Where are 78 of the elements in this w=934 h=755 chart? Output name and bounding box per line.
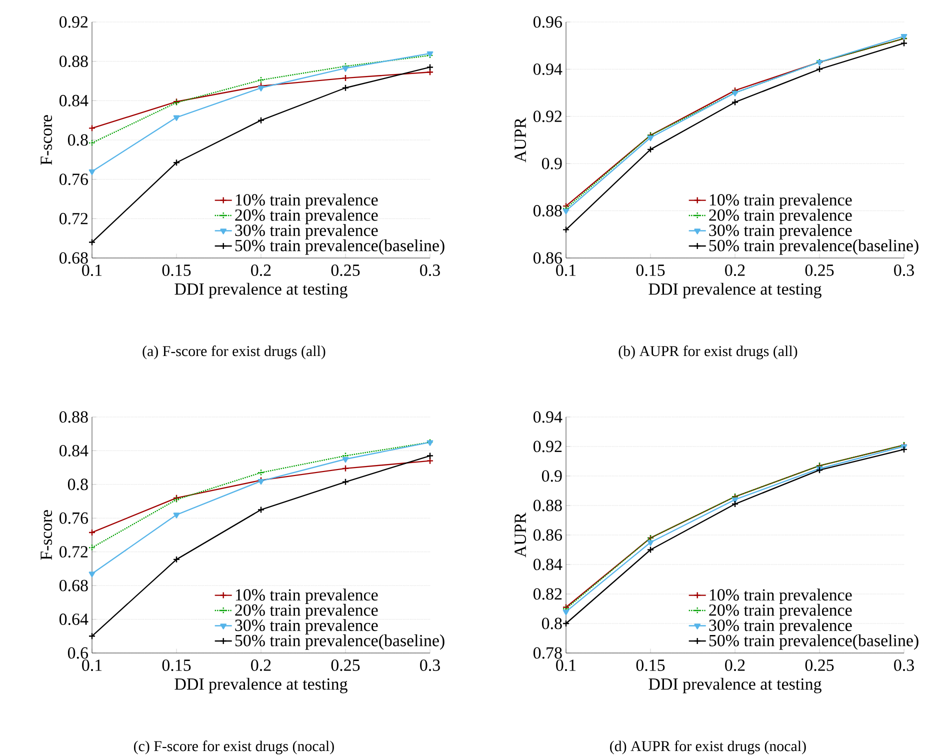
y-axis-title: F-score: [40, 510, 52, 560]
y-tick-label: 0.82: [533, 588, 562, 600]
text: (a) F-score for exist drugs (all): [142, 346, 326, 360]
legend-label: 50% train prevalence(baseline): [709, 634, 918, 650]
y-tick-label: 0.84: [533, 558, 562, 570]
y-tick-label: 0.8: [542, 618, 562, 630]
legend-label: 10% train prevalence: [236, 588, 378, 604]
y-tick-label: 0.88: [533, 205, 562, 217]
x-tick-label: 0.15: [636, 660, 665, 672]
y-tick-label: 0.86: [533, 529, 562, 541]
y-tick-label: 0.8: [68, 478, 88, 490]
legend-label: 10% train prevalence: [236, 194, 378, 210]
y-tick-label: 0.86: [533, 252, 562, 264]
x-tick-label: 0.2: [725, 660, 745, 672]
x-tick-label: 0.1: [556, 264, 576, 276]
y-tick-label: 0.92: [533, 440, 562, 452]
legend-label: 20% train prevalence: [235, 208, 378, 224]
legend-label: 50% train prevalence(baseline): [235, 634, 444, 650]
y-axis-title: F-score: [40, 115, 52, 165]
x-tick-label: 0.2: [251, 264, 271, 276]
x-tick-label: 0.3: [894, 264, 914, 276]
y-tick-label: 0.8: [68, 134, 88, 146]
legend-label: 50% train prevalence(baseline): [709, 239, 918, 255]
x-tick-label: 0.25: [331, 264, 360, 276]
legend-label: 30% train prevalence: [235, 224, 378, 240]
x-tick-label: 0.1: [82, 660, 102, 672]
y-tick-label: 0.88: [59, 56, 88, 68]
x-axis-title: DDI prevalence at testing: [648, 282, 822, 298]
y-tick-label: 0.96: [533, 16, 562, 28]
y-tick-label: 0.88: [533, 500, 562, 512]
x-tick-label: 0.2: [251, 660, 271, 672]
y-tick-label: 0.9: [542, 158, 562, 170]
x-tick-label: 0.1: [556, 660, 576, 672]
y-tick-label: 0.92: [533, 110, 562, 122]
y-tick-label: 0.76: [59, 512, 88, 524]
y-tick-label: 0.68: [59, 252, 88, 264]
y-tick-label: 0.88: [59, 411, 88, 423]
text: (d) AUPR for exist drugs (nocal): [610, 740, 806, 754]
text: (c) F-score for exist drugs (nocal): [134, 740, 334, 754]
x-tick-label: 0.25: [805, 660, 834, 672]
x-axis-title: DDI prevalence at testing: [648, 678, 822, 694]
x-tick-label: 0.25: [331, 660, 360, 672]
y-tick-label: 0.68: [59, 580, 88, 592]
x-tick-label: 0.15: [162, 660, 191, 672]
y-tick-label: 0.92: [59, 16, 88, 28]
x-tick-label: 0.25: [805, 264, 834, 276]
legend-label: 50% train prevalence(baseline): [235, 239, 444, 255]
legend-label: 10% train prevalence: [710, 588, 852, 604]
x-tick-label: 0.15: [636, 264, 665, 276]
y-tick-label: 0.76: [59, 174, 88, 186]
y-tick-label: 0.78: [533, 647, 562, 659]
x-tick-label: 0.3: [420, 264, 440, 276]
y-tick-label: 0.72: [59, 546, 88, 558]
x-tick-label: 0.15: [162, 264, 191, 276]
y-tick-label: 0.94: [533, 63, 562, 75]
x-tick-label: 0.3: [420, 660, 440, 672]
x-axis-title: DDI prevalence at testing: [174, 678, 348, 694]
legend-label: 10% train prevalence: [710, 194, 852, 210]
legend-label: 30% train prevalence: [709, 224, 852, 240]
x-tick-label: 0.2: [725, 264, 745, 276]
legend-label: 30% train prevalence: [235, 619, 378, 635]
legend-label: 20% train prevalence: [235, 604, 378, 620]
x-tick-label: 0.1: [82, 264, 102, 276]
legend-label: 20% train prevalence: [709, 208, 852, 224]
text: (b) AUPR for exist drugs (all): [618, 346, 798, 360]
y-tick-label: 0.84: [59, 94, 88, 106]
y-tick-label: 0.64: [59, 614, 88, 626]
y-tick-label: 0.94: [533, 411, 562, 423]
legend-label: 20% train prevalence: [709, 604, 852, 620]
x-axis-title: DDI prevalence at testing: [174, 282, 348, 298]
y-tick-label: 0.9: [542, 470, 562, 482]
y-axis-title: AUPR: [514, 512, 526, 558]
y-tick-label: 0.72: [59, 212, 88, 224]
y-tick-label: 0.6: [68, 647, 88, 659]
y-axis-title: AUPR: [514, 117, 526, 162]
y-tick-label: 0.84: [59, 444, 88, 456]
x-tick-label: 0.3: [894, 660, 914, 672]
legend-label: 30% train prevalence: [709, 619, 852, 635]
